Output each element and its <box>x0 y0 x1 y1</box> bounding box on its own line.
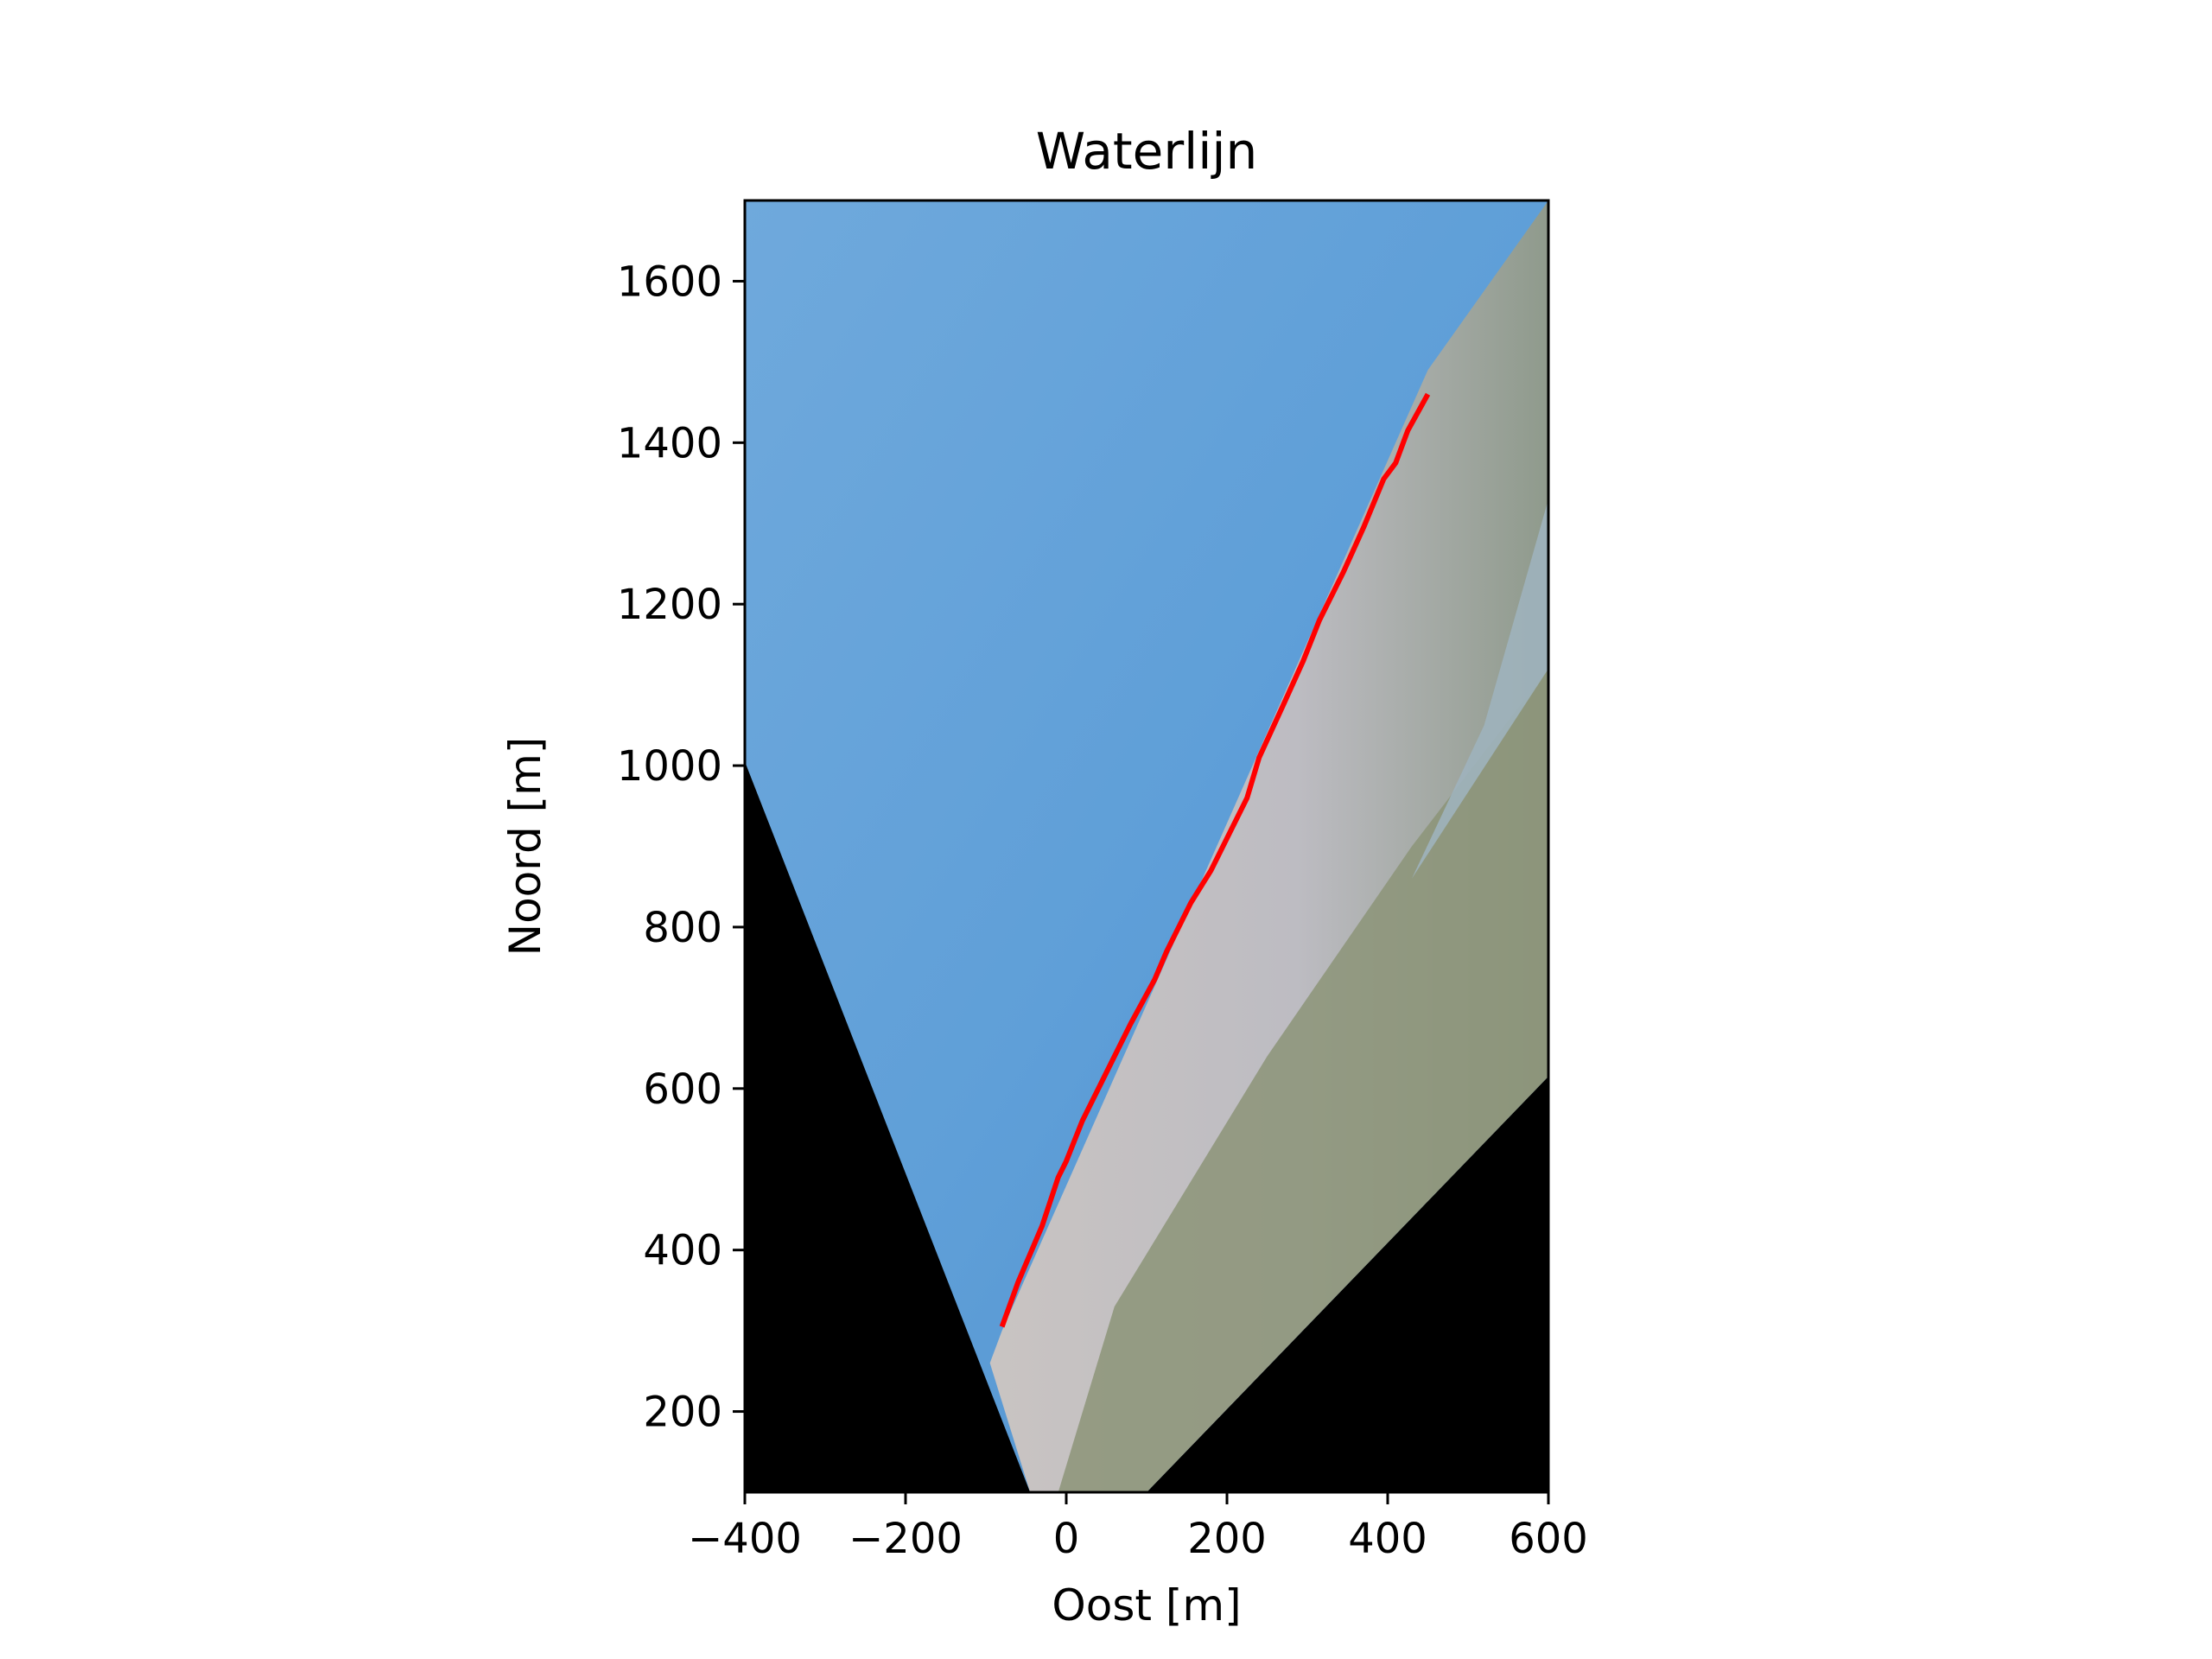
x-tick-label: 200 <box>1187 1515 1267 1563</box>
surf-area <box>1411 499 1548 879</box>
y-axis-label: Noord [m] <box>500 737 550 957</box>
y-tick-label: 1400 <box>617 419 722 467</box>
x-tick-label: 0 <box>1053 1515 1080 1563</box>
y-axis: 200 400 600 800 1000 1200 1400 1600 <box>617 257 745 1437</box>
plot-area <box>745 200 1548 1492</box>
y-tick-label: 1600 <box>617 257 722 306</box>
x-tick-label: 400 <box>1348 1515 1427 1563</box>
y-tick-label: 800 <box>643 904 722 952</box>
y-tick-label: 200 <box>643 1389 722 1437</box>
x-axis: −400 −200 0 200 400 600 <box>688 1492 1588 1563</box>
plot-frame <box>743 199 1550 1494</box>
x-tick-label: −400 <box>688 1515 802 1563</box>
chart-title: Waterlijn <box>1036 122 1258 181</box>
x-tick-label: −200 <box>849 1515 963 1563</box>
x-axis-label: Oost [m] <box>1052 1580 1241 1630</box>
y-tick-label: 1200 <box>617 581 722 629</box>
y-tick-label: 600 <box>643 1065 722 1114</box>
dune-area <box>1058 668 1548 1492</box>
series-layer <box>999 392 1431 1328</box>
y-tick-label: 400 <box>643 1227 722 1275</box>
y-tick-label: 1000 <box>617 742 722 791</box>
waterline-series <box>999 392 1431 1328</box>
x-tick-label: 600 <box>1509 1515 1588 1563</box>
